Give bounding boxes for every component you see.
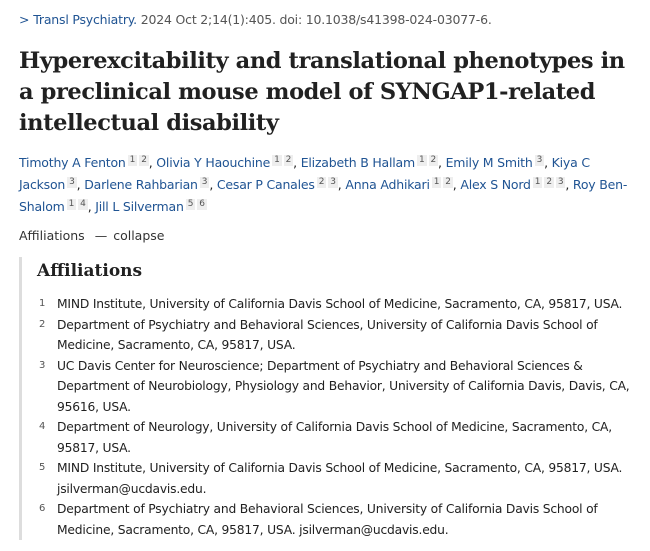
affiliation-ref[interactable]: 5 <box>185 199 196 210</box>
affiliations-heading: Affiliations <box>37 261 143 281</box>
affiliation-ref[interactable]: 3 <box>555 177 566 188</box>
author-link[interactable]: Cesar P Canales <box>216 177 315 192</box>
author-link[interactable]: Elizabeth B Hallam <box>300 155 415 170</box>
affiliation-ref[interactable]: 1 <box>127 155 138 166</box>
affiliation-text: MIND Institute, University of California… <box>57 461 623 496</box>
affiliation-ref[interactable]: 3 <box>328 177 338 188</box>
author-link[interactable]: Jill L Silverman <box>95 199 184 214</box>
affiliation-ref[interactable]: 2 <box>139 155 149 166</box>
affiliation-ref[interactable]: 2 <box>544 177 554 188</box>
author-list: Timothy A Fenton 1 2, Olivia Y Haouchine 1 2… <box>19 155 628 214</box>
author-link[interactable]: Olivia Y Haouchine <box>156 155 271 170</box>
affiliation-ref[interactable]: 1 <box>272 155 282 166</box>
affiliation-ref[interactable]: 4 <box>78 199 88 210</box>
affiliation-text: Department of Neurology, University of C… <box>57 420 612 455</box>
affiliation-ref[interactable]: 3 <box>67 177 77 188</box>
affiliation-ref[interactable]: 3 <box>199 177 210 188</box>
author-link[interactable]: Darlene Rahbarian <box>84 177 198 192</box>
affiliation-ref[interactable]: 2 <box>443 177 453 188</box>
affiliation-number: 6 <box>39 503 46 514</box>
affiliation-ref[interactable]: 2 <box>283 155 294 166</box>
affiliation-ref[interactable]: 1 <box>416 155 427 166</box>
journal-link[interactable]: Transl Psychiatry. <box>33 12 137 27</box>
affiliations-list: 1 MIND Institute, University of Californi… <box>39 294 639 540</box>
collapse-label[interactable]: collapse <box>113 228 165 243</box>
author-link[interactable]: Anna Adhikari <box>345 177 430 192</box>
affiliation-ref[interactable]: 2 <box>428 155 439 166</box>
affiliation-ref[interactable]: 3 <box>534 155 545 166</box>
affiliation-number: 3 <box>39 359 46 371</box>
author-link[interactable]: Kiya C Jackson <box>19 155 590 192</box>
affiliations-panel: Affiliations 1 MIND Institute, University… <box>19 257 642 540</box>
author-link[interactable]: Alex S Nord <box>460 177 531 192</box>
author-link[interactable]: Roy Ben-Shalom <box>19 177 628 214</box>
affiliation-number: 2 <box>39 318 46 330</box>
affiliation-text: MIND Institute, University of California… <box>57 297 623 311</box>
affiliation-ref[interactable]: 1 <box>532 177 543 188</box>
article-title: Hyperexcitability and translational phen… <box>19 48 625 136</box>
author-link[interactable]: Timothy A Fenton <box>19 155 126 170</box>
affiliation-item: 4 Department of Neurology, University of … <box>39 417 639 458</box>
affiliation-text: UC Davis Center for Neuroscience; Depart… <box>57 358 630 414</box>
citation: > Transl Psychiatry. 2024 Oct 2;14(1):405… <box>19 12 492 27</box>
citation-details: 2024 Oct 2;14(1):405. doi: 10.1038/s4139… <box>140 12 492 27</box>
affiliation-item: 1 MIND Institute, University of Californi… <box>39 294 639 315</box>
affiliation-number: 1 <box>39 298 46 309</box>
affiliation-ref[interactable]: 1 <box>431 177 442 188</box>
affiliation-item: 3 UC Davis Center for Neuroscience; Depar… <box>39 356 639 418</box>
affiliation-number: 5 <box>39 462 46 473</box>
affiliation-number: 4 <box>39 421 46 432</box>
author-link[interactable]: Emily M Smith <box>445 155 533 170</box>
affiliation-text: Department of Psychiatry and Behavioral … <box>57 502 598 537</box>
affiliations-toggle-label: Affiliations <box>19 228 85 243</box>
affiliation-ref[interactable]: 1 <box>66 199 77 210</box>
affiliation-item: 2 Department of Psychiatry and Behavioral… <box>39 315 639 356</box>
affiliation-item: 6 Department of Psychiatry and Behavioral… <box>39 499 639 540</box>
collapse-icon: — <box>94 228 108 243</box>
affiliation-ref[interactable]: 2 <box>316 177 327 188</box>
affiliations-toggle[interactable]: Affiliations — collapse <box>19 228 164 243</box>
affiliation-ref[interactable]: 6 <box>197 199 207 210</box>
chevron-right-icon: > <box>19 12 30 27</box>
affiliation-text: Department of Psychiatry and Behavioral … <box>57 317 598 353</box>
affiliation-item: 5 MIND Institute, University of Californi… <box>39 458 639 499</box>
